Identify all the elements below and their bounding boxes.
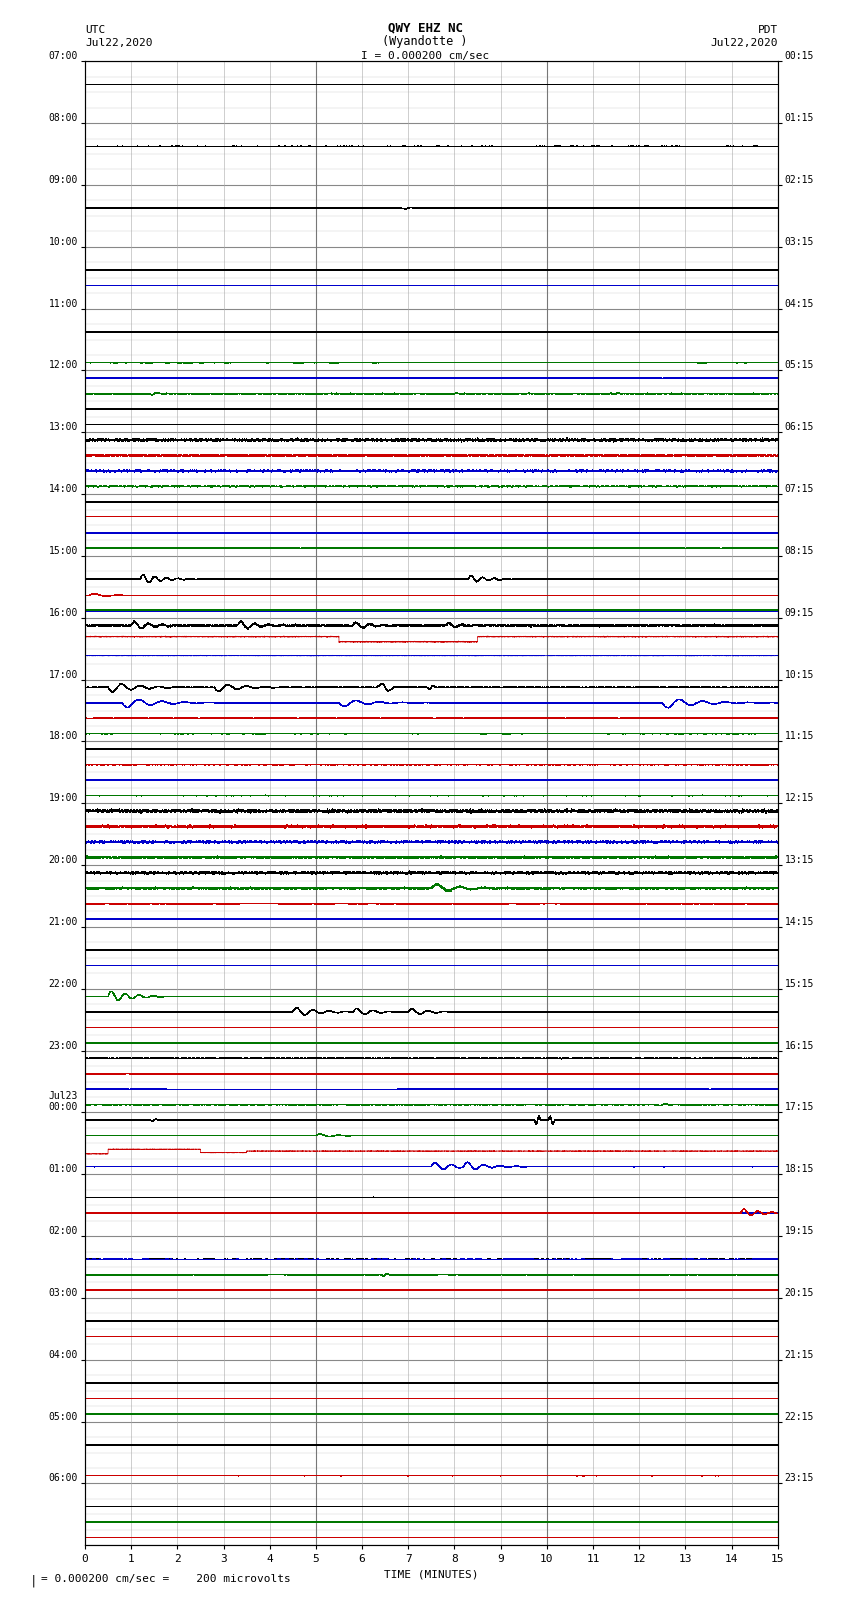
Text: Jul22,2020: Jul22,2020 xyxy=(711,37,778,47)
Text: I = 0.000200 cm/sec: I = 0.000200 cm/sec xyxy=(361,52,489,61)
Text: Jul22,2020: Jul22,2020 xyxy=(85,37,152,47)
Text: UTC: UTC xyxy=(85,24,105,35)
Text: PDT: PDT xyxy=(757,24,778,35)
Text: = 0.000200 cm/sec =    200 microvolts: = 0.000200 cm/sec = 200 microvolts xyxy=(41,1574,291,1584)
Text: (Wyandotte ): (Wyandotte ) xyxy=(382,35,468,48)
Text: QWY EHZ NC: QWY EHZ NC xyxy=(388,21,462,35)
Text: |: | xyxy=(30,1574,37,1587)
X-axis label: TIME (MINUTES): TIME (MINUTES) xyxy=(384,1569,479,1579)
